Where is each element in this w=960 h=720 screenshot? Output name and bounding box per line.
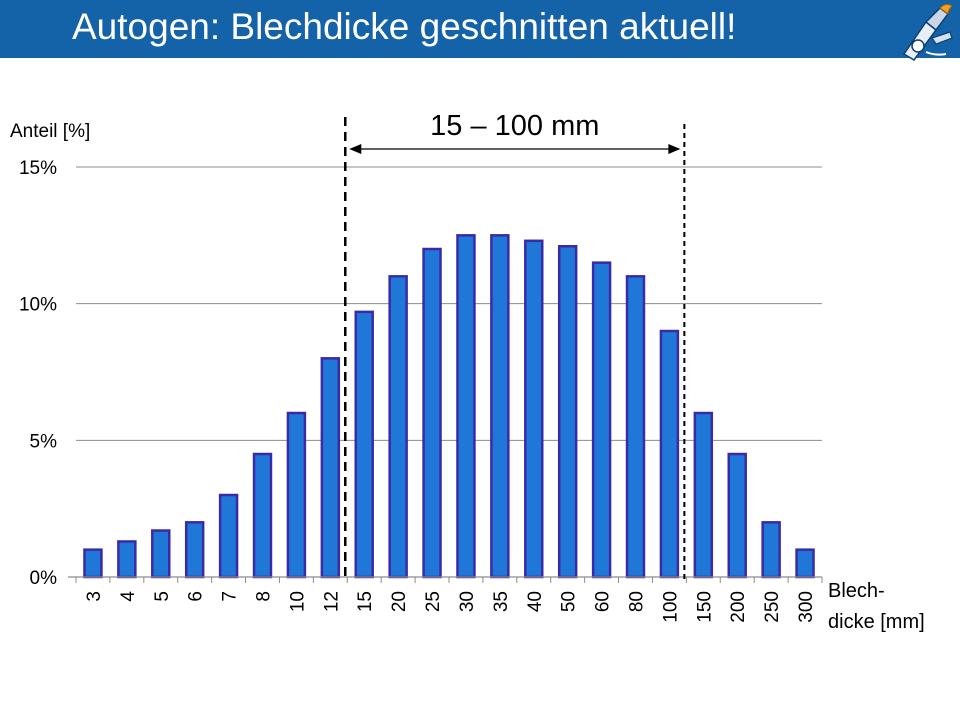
x-tick-label: 4: [118, 591, 139, 602]
title-bar: Autogen: Blechdicke geschnitten aktuell!: [0, 0, 960, 61]
bar: [693, 411, 714, 579]
bar: [151, 529, 171, 579]
bar: [320, 357, 341, 579]
bar: [659, 329, 680, 579]
range-label: 15 – 100 mm: [430, 110, 599, 142]
bar: [83, 548, 103, 579]
y-tick-label: 15%: [19, 158, 57, 179]
bar: [286, 411, 307, 579]
bar: [795, 548, 815, 579]
bar: [727, 452, 747, 579]
x-tick-label: 30: [457, 591, 478, 612]
y-tick-labels: 0% 5% 10% 15%: [19, 158, 57, 589]
y-axis-label: Anteil [%]: [10, 121, 90, 142]
x-axis-label-line1: Blech-: [828, 580, 885, 602]
y-tick-label: 0%: [30, 568, 58, 589]
x-tick-label: 8: [254, 591, 275, 602]
x-tick-label: 6: [186, 591, 207, 602]
x-tick-label: 5: [152, 591, 173, 602]
bar: [117, 540, 137, 579]
x-tick-label: 100: [660, 591, 681, 623]
range-annotation: 15 – 100 mm: [344, 110, 686, 580]
x-axis-label-line2: dicke [mm]: [828, 611, 925, 633]
bar: [761, 521, 781, 579]
bar: [184, 521, 205, 579]
bar: [422, 247, 442, 579]
x-tick-label: 25: [423, 591, 444, 612]
x-tick-label: 300: [796, 591, 817, 623]
bar: [557, 245, 578, 579]
arrow-head-left-icon: [349, 144, 362, 154]
x-tick-labels: 3 4 5 6 7 8 10 12 15 20 25 30 35 40 50 60 80 100 150 200 250…: [75, 577, 823, 623]
x-tick-label: 200: [728, 591, 749, 623]
bar: [490, 234, 510, 579]
bar: [388, 275, 408, 579]
x-tick-label: 250: [762, 591, 783, 623]
bar: [354, 310, 374, 579]
x-tick-label: 150: [694, 591, 715, 623]
x-tick-label: 50: [559, 591, 580, 612]
bar: [625, 275, 646, 579]
x-tick-label: 35: [491, 591, 512, 612]
x-tick-label: 60: [593, 591, 614, 612]
x-tick-label: 80: [627, 591, 648, 612]
arrow-head-right-icon: [668, 144, 681, 154]
y-tick-label: 5%: [30, 431, 58, 452]
flame-cutting-torch-logo-icon: [902, 3, 953, 61]
x-tick-label: 3: [84, 591, 105, 602]
x-tick-label: 15: [355, 591, 376, 612]
bar: [591, 261, 612, 579]
x-tick-label: 10: [287, 591, 308, 612]
bar: [456, 234, 476, 579]
gridlines: [76, 166, 822, 441]
bars: [83, 234, 815, 579]
bar: [524, 239, 544, 579]
bar: [252, 452, 273, 579]
page-title: Autogen: Blechdicke geschnitten aktuell!: [72, 6, 737, 47]
x-tick-label: 12: [321, 591, 342, 612]
x-tick-label: 40: [525, 591, 546, 612]
x-tick-label: 20: [389, 591, 410, 612]
x-tick-label: 7: [220, 591, 241, 602]
bar: [218, 493, 239, 579]
y-tick-label: 10%: [19, 295, 57, 316]
